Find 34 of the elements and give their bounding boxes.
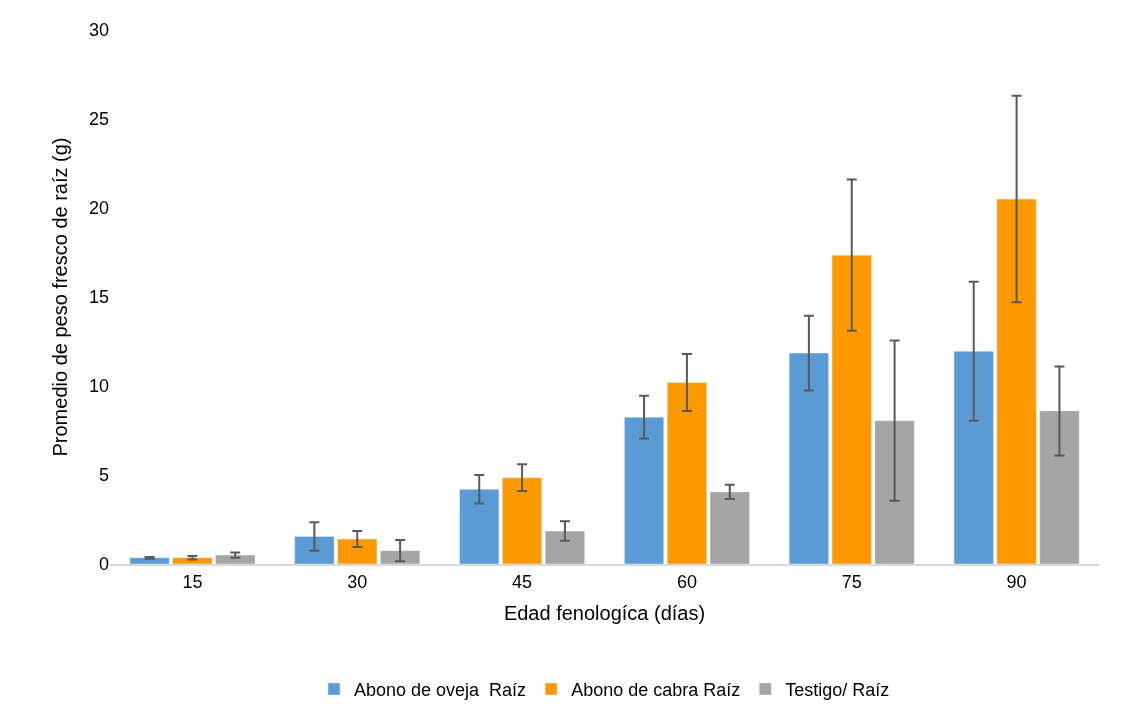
bar xyxy=(831,254,872,564)
y-tick-label: 25 xyxy=(88,109,109,130)
bar xyxy=(502,477,543,564)
x-tick-label: 60 xyxy=(676,571,697,592)
bar xyxy=(1039,410,1080,564)
bar xyxy=(709,491,750,564)
legend-label: Testigo/ Raíz xyxy=(785,680,890,701)
y-tick-label: 10 xyxy=(88,376,109,397)
x-tick-label: 15 xyxy=(182,571,203,592)
bar xyxy=(666,382,707,564)
bar xyxy=(788,352,829,564)
bar xyxy=(624,416,665,564)
x-axis-title: Edad fenologíca (días) xyxy=(503,601,706,624)
x-tick-label: 30 xyxy=(347,571,368,592)
y-tick-label: 15 xyxy=(88,287,109,308)
y-tick-label: 20 xyxy=(88,198,109,219)
bar xyxy=(874,420,915,564)
y-tick-label: 0 xyxy=(98,554,109,575)
y-axis-title: Promedio de peso fresco de raíz (g) xyxy=(49,137,72,457)
bar xyxy=(953,351,994,564)
x-tick-label: 75 xyxy=(841,571,862,592)
y-tick-label: 5 xyxy=(98,465,109,486)
y-tick-label: 30 xyxy=(88,20,109,41)
bar xyxy=(380,550,421,564)
legend-label: Abono de oveja Raíz xyxy=(354,680,527,701)
legend-label: Abono de cabra Raíz xyxy=(571,680,741,701)
x-tick-label: 45 xyxy=(512,571,533,592)
bar xyxy=(337,538,378,564)
bar xyxy=(294,536,335,564)
bar xyxy=(459,488,500,564)
bar xyxy=(996,198,1037,564)
bar xyxy=(544,530,585,564)
bar xyxy=(215,554,256,564)
x-tick-label: 90 xyxy=(1006,571,1027,592)
